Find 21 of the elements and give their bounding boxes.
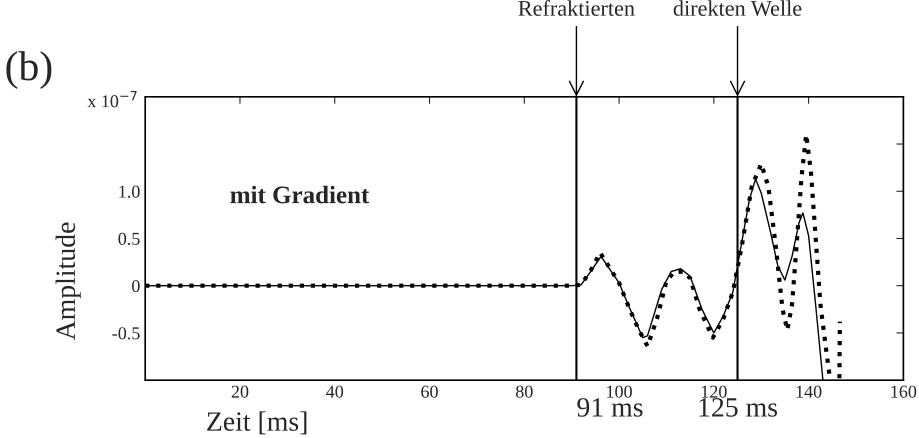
x-tick-label: 60 [421,386,438,398]
y-tick-label: 0 [132,280,140,292]
ref-line-label: 125 ms [699,398,778,417]
y-tick-label: 0.5 [118,232,140,246]
y-axis-title: Amplitude [56,222,81,340]
x-axis-title: Zeit [ms] [207,411,306,434]
text: x 10$^{−7}$ [87,91,137,108]
x-tick-label: 120 [702,386,727,398]
text: (b) [6,51,52,89]
annotation: Refraktierten [518,0,635,16]
annotation: direkten Welle [674,0,802,16]
annotation: mit Gradient [230,186,370,204]
x-tick-label: 20 [232,386,248,398]
x-tick-label: 80 [516,386,533,398]
x-tick-label: 100 [607,386,632,398]
x-tick-label: 140 [796,386,822,398]
y-tick-label: -0.5 [112,327,140,340]
y-tick-label: 1.0 [119,186,140,198]
x-tick-label: 40 [326,386,344,398]
x-tick-label: 160 [891,386,916,398]
ref-line-label: 91 ms [577,398,643,417]
